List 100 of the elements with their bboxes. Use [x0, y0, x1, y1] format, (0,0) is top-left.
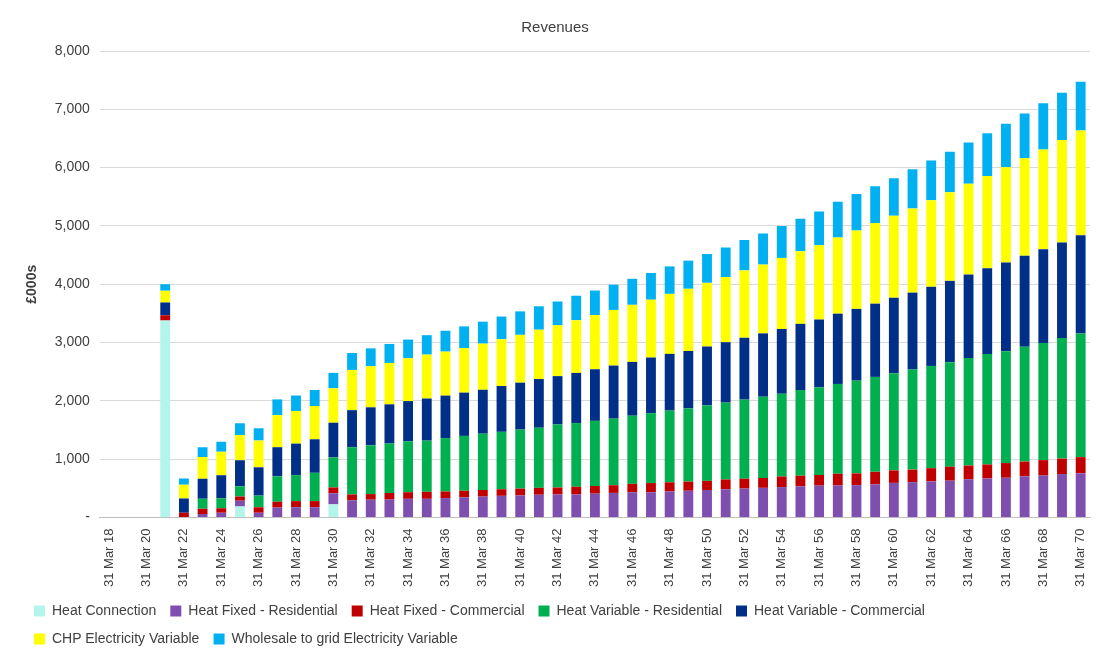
bar — [870, 303, 881, 377]
bar — [253, 507, 264, 513]
bar — [1057, 474, 1067, 517]
bar — [646, 413, 656, 484]
bar — [702, 282, 712, 347]
bar — [496, 489, 507, 496]
bar — [552, 325, 563, 377]
bar — [515, 382, 526, 430]
x-tick-label: 31 Mar 50 — [698, 528, 714, 588]
bar — [627, 492, 638, 517]
bar — [309, 439, 320, 473]
bar — [328, 487, 339, 494]
bar — [178, 498, 189, 513]
bar — [197, 478, 208, 499]
bar — [160, 284, 171, 291]
bar — [758, 477, 768, 488]
bar — [907, 208, 918, 293]
bar — [963, 479, 974, 517]
bar — [1057, 242, 1067, 338]
bar — [216, 498, 227, 509]
bar — [758, 264, 768, 334]
bar — [421, 354, 432, 399]
bar — [739, 478, 750, 489]
x-tick-label: 31 Mar 52 — [735, 528, 751, 588]
bar — [421, 398, 432, 441]
bar — [421, 491, 432, 499]
bar — [720, 479, 731, 490]
bar — [944, 466, 955, 481]
y-axis-title: £000s — [23, 264, 40, 304]
bar — [589, 420, 600, 486]
bar — [216, 475, 227, 499]
x-tick-label: 31 Mar 30 — [324, 528, 340, 588]
bar — [1038, 475, 1049, 517]
bar — [776, 226, 787, 258]
bar — [739, 337, 750, 400]
bar — [1075, 235, 1086, 334]
bar — [197, 508, 208, 514]
bar — [403, 401, 414, 442]
bar — [1057, 139, 1067, 243]
bar — [384, 492, 395, 500]
bar — [1001, 262, 1011, 352]
bar — [253, 467, 264, 496]
bar — [571, 423, 582, 487]
bar — [440, 330, 451, 352]
bar — [907, 369, 918, 470]
bar — [664, 353, 675, 411]
bar — [571, 494, 582, 517]
bar — [459, 490, 470, 498]
bar — [646, 492, 656, 517]
bar — [160, 315, 171, 321]
bar — [440, 395, 451, 439]
y-tick-label: 5,000 — [54, 216, 91, 233]
bar — [272, 415, 283, 448]
bar — [963, 274, 974, 359]
bar — [291, 395, 301, 411]
bar — [515, 429, 526, 489]
bar — [365, 494, 376, 500]
x-tick-label: 31 Mar 70 — [1072, 528, 1088, 588]
bar — [982, 176, 993, 269]
bar — [589, 493, 600, 517]
bar — [1075, 81, 1086, 131]
bar — [421, 498, 432, 517]
bar — [814, 245, 825, 320]
bar — [944, 362, 955, 467]
bar — [1019, 461, 1030, 477]
bar — [720, 277, 731, 343]
bar — [216, 512, 227, 517]
bar — [328, 493, 339, 505]
bar — [347, 494, 357, 501]
bar — [515, 495, 526, 517]
bar — [926, 468, 937, 482]
bar — [365, 499, 376, 517]
x-tick-label: 31 Mar 46 — [623, 528, 639, 588]
bar — [702, 253, 712, 283]
bar — [1001, 123, 1011, 168]
bar — [664, 293, 675, 354]
bar — [235, 434, 245, 461]
x-tick-label: 31 Mar 64 — [960, 528, 976, 588]
bar — [683, 490, 694, 517]
y-tick-label: - — [85, 508, 91, 525]
bar — [608, 309, 619, 366]
bar — [291, 475, 301, 502]
legend-label: Heat Fixed - Residential — [188, 601, 338, 618]
bar — [646, 272, 656, 300]
bar — [365, 348, 376, 367]
bar — [1057, 337, 1067, 459]
bar — [571, 486, 582, 495]
bar — [1019, 476, 1030, 517]
bar — [291, 507, 301, 517]
bar — [160, 290, 171, 303]
bar — [851, 473, 862, 486]
bar — [870, 223, 881, 304]
bar — [459, 326, 470, 349]
bar — [197, 457, 208, 479]
bar — [1075, 333, 1086, 458]
x-tick-label: 31 Mar 68 — [1034, 528, 1050, 588]
bar — [403, 441, 414, 493]
bar — [851, 485, 862, 517]
bar — [272, 507, 283, 517]
bar — [1001, 351, 1011, 464]
